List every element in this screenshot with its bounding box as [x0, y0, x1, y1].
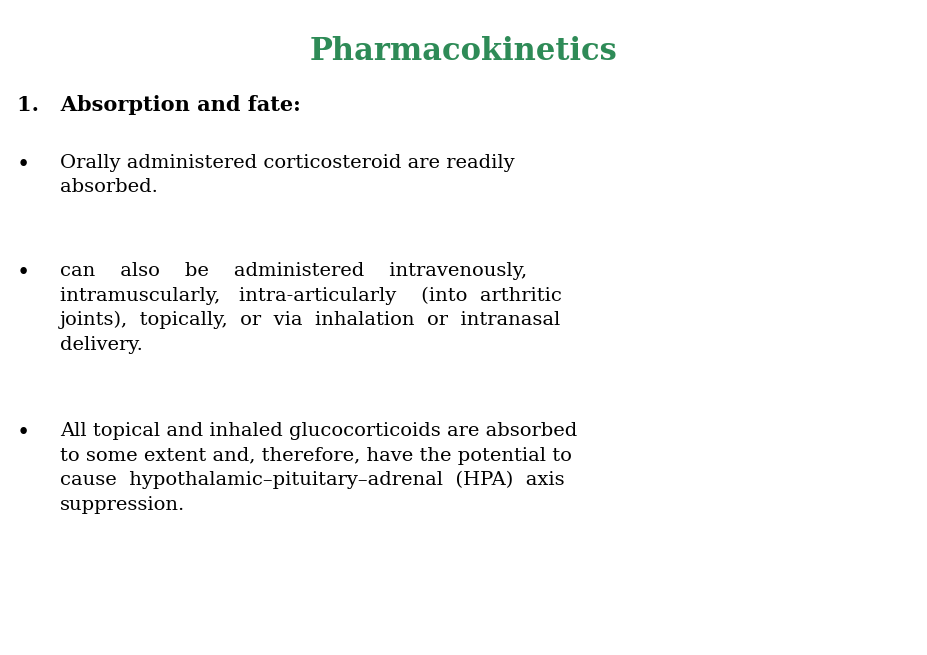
Text: Orally administered corticosteroid are readily
absorbed.: Orally administered corticosteroid are r…	[60, 154, 514, 196]
Text: can    also    be    administered    intravenously,
intramuscularly,   intra-art: can also be administered intravenously, …	[60, 262, 562, 354]
Text: •: •	[17, 154, 30, 176]
Text: 1.   Absorption and fate:: 1. Absorption and fate:	[17, 95, 300, 115]
Text: All topical and inhaled glucocorticoids are absorbed
to some extent and, therefo: All topical and inhaled glucocorticoids …	[60, 422, 578, 514]
Text: •: •	[17, 262, 30, 284]
Text: Pharmacokinetics: Pharmacokinetics	[310, 36, 617, 67]
Text: •: •	[17, 422, 30, 445]
